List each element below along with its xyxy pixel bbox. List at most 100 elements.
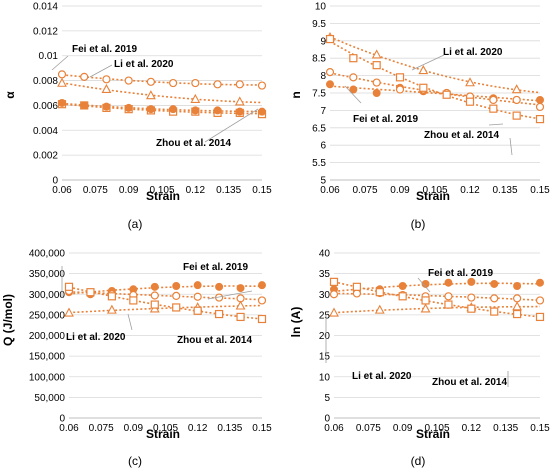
panel-b-ytick-label: 8	[320, 71, 326, 82]
panel-b-point	[535, 102, 545, 112]
panel-b-callouts	[344, 54, 513, 156]
panel-c-xtick-label: 0.15	[252, 423, 272, 434]
panel-b-xtick-label: 0.075	[352, 185, 377, 196]
panel-c-point	[257, 314, 267, 324]
panel-c-trendline-0	[68, 285, 263, 295]
panel-d-xtick-label: 0.09	[393, 423, 413, 434]
panel-a-point	[57, 77, 67, 87]
panel-d-point	[421, 279, 430, 288]
panel-d-point	[329, 290, 339, 299]
panel-d-point	[535, 312, 545, 322]
panel-b-point	[395, 85, 405, 94]
panel-a-ytick-label: 0.004	[33, 126, 58, 137]
panel-b-trendline-3	[329, 40, 541, 120]
panel-b-ytick-label: 7	[320, 106, 326, 117]
panel-a-ylabel: α	[3, 91, 17, 99]
panel-c-point	[150, 300, 159, 309]
panel-a: 0 0.002 0.004 0.006 0.008 0.01 0.012 0.014 0.06 0…	[3, 2, 272, 232]
panel-d-point	[421, 296, 430, 305]
panel-d-ytick-label: 5	[324, 393, 330, 404]
panel-a-ytick-label: 0.014	[33, 2, 58, 13]
panel-b-trendline-2	[329, 36, 541, 94]
panel-d-point	[490, 279, 499, 288]
panel-d-trendline-1	[334, 292, 541, 302]
panel-a-point	[102, 75, 111, 84]
panel-c-callout-fei: Fei et al. 2019	[183, 262, 248, 273]
panel-d-ytick-label: 35	[319, 269, 331, 280]
panel-a-trendline-3	[61, 102, 262, 113]
panel-d-label: (d)	[411, 454, 426, 468]
panel-a-point	[80, 72, 89, 81]
panel-d-xtick-label: 0.105	[424, 423, 449, 434]
panel-c-point	[172, 303, 181, 312]
panel-c-ylabel: Q (J/mol)	[1, 294, 15, 346]
panel-b-point	[325, 68, 335, 77]
panel-c-point	[86, 288, 95, 297]
panel-b-ytick-label: 9	[320, 36, 326, 47]
panel-a-label: (a)	[128, 217, 143, 231]
panel-c-point	[64, 307, 74, 317]
panel-d-ytick-label: 10	[319, 372, 331, 383]
panel-b-point	[372, 78, 381, 87]
panel-b-point	[512, 111, 521, 120]
panel-d-point	[536, 278, 544, 287]
panel-b-xtick-label: 0.15	[530, 185, 550, 196]
panel-b-ytick-label: 10	[315, 2, 327, 13]
panel-a-ytick-label: 0.002	[33, 151, 58, 162]
panel-c-callout-li: Li et al. 2020	[66, 332, 126, 343]
panel-a-xtick-label: 0.09	[119, 185, 139, 196]
panel-b-point	[372, 89, 381, 97]
panel-a-point	[191, 106, 200, 115]
panel-b-ytick-label: 5.5	[312, 158, 326, 169]
panel-c-point	[172, 291, 181, 300]
panel-b-callout-zhou: Zhou et al. 2014	[424, 130, 499, 141]
panel-d-ylabel: ln (A)	[289, 307, 303, 338]
panel-c-ytick-label: 250,000	[29, 310, 66, 321]
panel-a-point	[146, 77, 155, 86]
panel-b-xlabel: Strain	[416, 189, 450, 203]
panel-d-callout-li: Li et al. 2020	[352, 371, 412, 382]
panel-b-point	[372, 61, 381, 70]
panel-d-point	[444, 278, 453, 287]
panel-b-ytick-label: 6.5	[312, 123, 326, 134]
panel-a-callout-zhou: Zhou et al. 2014	[156, 138, 231, 149]
panel-a-xtick-label: 0.135	[216, 185, 241, 196]
panel-d-callout-zhou: Zhou et al. 2014	[432, 377, 507, 388]
panel-a-point	[235, 80, 244, 89]
panel-b-point	[465, 97, 475, 106]
panel-a-trendline-1	[61, 82, 263, 104]
panel-b-xtick-label: 0.105	[422, 185, 447, 196]
panel-d: 0 5 10 15 20 25 30 35 40 0.06 0.075 0.09 0.105 0.12 0.…	[289, 249, 550, 469]
panel-a-point	[234, 96, 245, 106]
panel-a-xtick-label: 0.12	[186, 185, 206, 196]
panel-d-xtick-label: 0.06	[324, 423, 344, 434]
panel-b-point	[371, 49, 382, 59]
panel-a-point	[58, 98, 66, 107]
panel-c-point	[150, 291, 159, 300]
panel-b-point	[512, 95, 521, 105]
panel-c-xtick-label: 0.075	[89, 423, 114, 434]
panel-d-point	[490, 307, 499, 316]
panel-c-trendline-3	[68, 286, 263, 320]
panel-c-xtick-label: 0.135	[217, 423, 242, 434]
panel-b-ytick-label: 8.5	[312, 54, 326, 65]
panel-c-point	[193, 306, 202, 315]
panel-a-ytick-label: 0.012	[33, 26, 58, 37]
panel-a-xtick-label: 0.15	[252, 185, 272, 196]
panel-c-point	[215, 282, 224, 291]
panel-a-point	[258, 107, 266, 116]
panel-d-point	[513, 294, 522, 303]
panel-c-ytick-label: 150,000	[29, 352, 66, 363]
panel-c-point	[235, 300, 246, 310]
panel-c-trendline-2	[68, 304, 262, 314]
panel-c-point	[193, 292, 202, 301]
panel-b-xtick-label: 0.12	[460, 185, 480, 196]
panel-c-xtick-label: 0.105	[153, 423, 178, 434]
panel-b-xtick-label: 0.09	[390, 185, 410, 196]
panel-a-point	[213, 106, 222, 115]
panel-a-point	[80, 101, 89, 110]
panel-a-ytick-label: 0	[52, 176, 58, 187]
panel-d-trendline-0	[333, 282, 541, 293]
panel-c: 0 50,000 100,000 150,000 200,000 250,000 300,0…	[1, 249, 272, 469]
panel-b-ytick-label: 5	[320, 176, 326, 187]
